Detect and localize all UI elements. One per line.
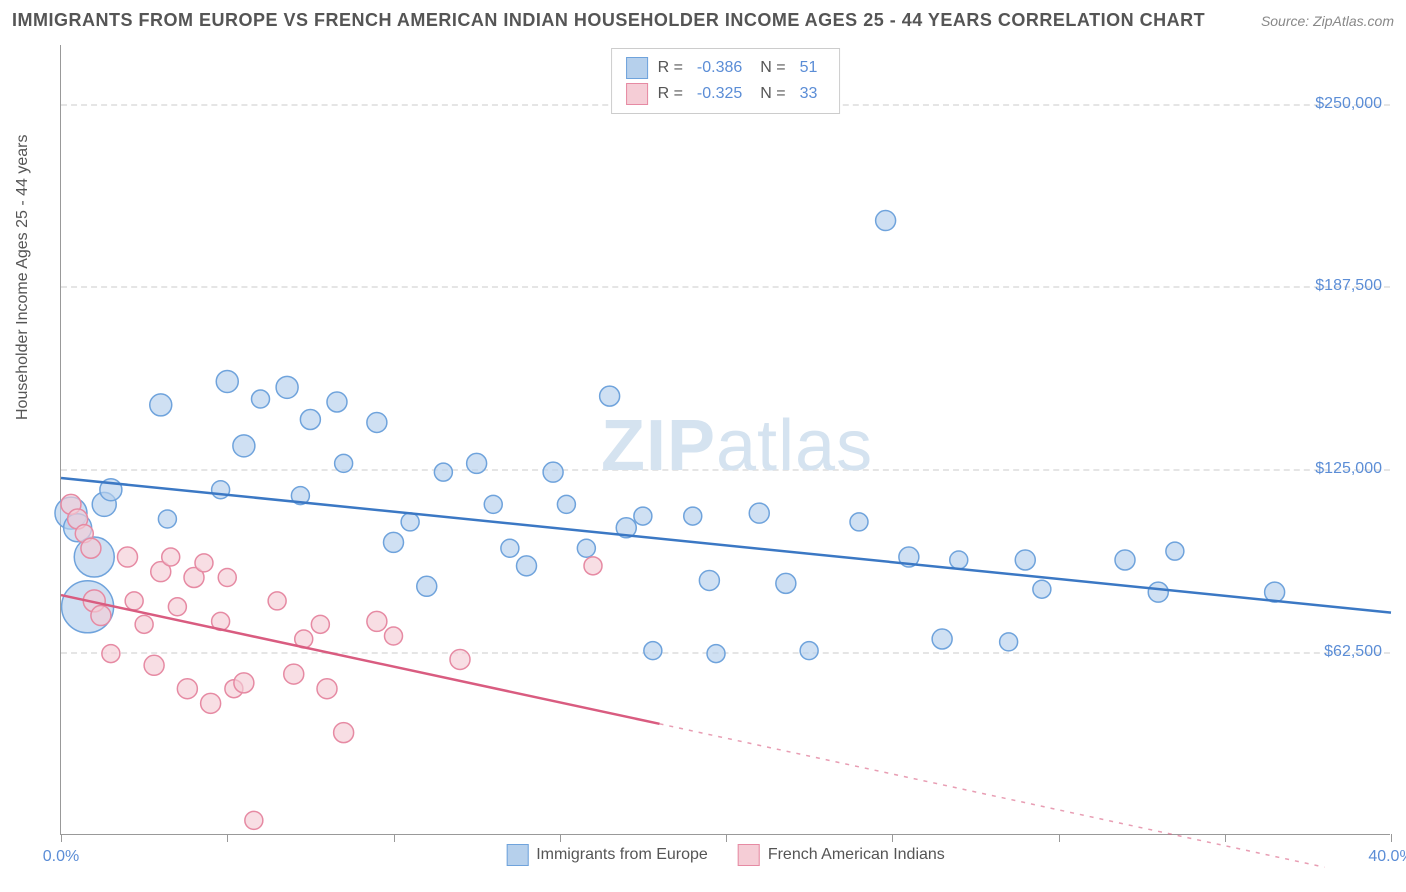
y-tick-label: $250,000 (1315, 95, 1382, 113)
y-tick-label: $125,000 (1315, 460, 1382, 478)
data-point (367, 611, 387, 631)
legend-swatch-pink (738, 844, 760, 866)
x-tick (1059, 834, 1060, 842)
data-point (233, 435, 255, 457)
plot-area: ZIPatlas R = -0.386 N = 51 R = -0.325 N … (60, 45, 1390, 835)
data-point (216, 370, 238, 392)
x-tick (1391, 834, 1392, 842)
series-legend: Immigrants from Europe French American I… (506, 844, 945, 866)
chart-svg (61, 45, 1390, 834)
data-point (644, 642, 662, 660)
data-point (1115, 550, 1135, 570)
data-point (584, 557, 602, 575)
data-point (543, 462, 563, 482)
data-point (467, 453, 487, 473)
data-point (850, 513, 868, 531)
x-tick (61, 834, 62, 842)
y-axis-label: Householder Income Ages 25 - 44 years (14, 135, 32, 421)
data-point (749, 503, 769, 523)
data-point (201, 693, 221, 713)
data-point (335, 454, 353, 472)
chart-title: IMMIGRANTS FROM EUROPE VS FRENCH AMERICA… (12, 10, 1205, 31)
data-point (125, 592, 143, 610)
x-tick-label: 0.0% (43, 848, 79, 866)
data-point (135, 615, 153, 633)
data-point (450, 649, 470, 669)
data-point (1000, 633, 1018, 651)
data-point (385, 627, 403, 645)
data-point (577, 539, 595, 557)
legend-row-series-0: R = -0.386 N = 51 (626, 55, 826, 81)
data-point (144, 655, 164, 675)
data-point (434, 463, 452, 481)
data-point (252, 390, 270, 408)
data-point (327, 392, 347, 412)
data-point (118, 547, 138, 567)
data-point (162, 548, 180, 566)
data-point (800, 642, 818, 660)
data-point (367, 412, 387, 432)
data-point (177, 679, 197, 699)
regression-line (61, 478, 1391, 613)
data-point (300, 410, 320, 430)
legend-item-series-0: Immigrants from Europe (506, 844, 708, 866)
legend-swatch-pink (626, 83, 648, 105)
data-point (1148, 582, 1168, 602)
data-point (284, 664, 304, 684)
chart-header: IMMIGRANTS FROM EUROPE VS FRENCH AMERICA… (12, 10, 1394, 31)
x-tick (560, 834, 561, 842)
data-point (234, 673, 254, 693)
data-point (634, 507, 652, 525)
data-point (932, 629, 952, 649)
source-attribution: Source: ZipAtlas.com (1261, 13, 1394, 29)
data-point (1015, 550, 1035, 570)
data-point (1166, 542, 1184, 560)
data-point (276, 376, 298, 398)
data-point (268, 592, 286, 610)
y-tick-label: $62,500 (1324, 643, 1382, 661)
data-point (218, 569, 236, 587)
data-point (195, 554, 213, 572)
data-point (91, 606, 111, 626)
data-point (384, 532, 404, 552)
data-point (158, 510, 176, 528)
data-point (707, 645, 725, 663)
data-point (776, 573, 796, 593)
legend-item-series-1: French American Indians (738, 844, 945, 866)
data-point (517, 556, 537, 576)
x-tick-label: 40.0% (1368, 848, 1406, 866)
data-point (600, 386, 620, 406)
data-point (150, 394, 172, 416)
legend-swatch-blue (506, 844, 528, 866)
data-point (484, 495, 502, 513)
data-point (876, 211, 896, 231)
legend-row-series-1: R = -0.325 N = 33 (626, 81, 826, 107)
data-point (950, 551, 968, 569)
data-point (168, 598, 186, 616)
data-point (401, 513, 419, 531)
data-point (699, 570, 719, 590)
data-point (317, 679, 337, 699)
x-tick (227, 834, 228, 842)
data-point (417, 576, 437, 596)
y-tick-label: $187,500 (1315, 277, 1382, 295)
data-point (684, 507, 702, 525)
x-tick (1225, 834, 1226, 842)
data-point (501, 539, 519, 557)
data-point (1033, 580, 1051, 598)
x-tick (892, 834, 893, 842)
legend-swatch-blue (626, 57, 648, 79)
data-point (81, 538, 101, 558)
data-point (557, 495, 575, 513)
x-tick (394, 834, 395, 842)
x-tick (726, 834, 727, 842)
data-point (334, 723, 354, 743)
data-point (245, 811, 263, 829)
data-point (102, 645, 120, 663)
data-point (311, 615, 329, 633)
correlation-legend: R = -0.386 N = 51 R = -0.325 N = 33 (611, 48, 841, 114)
